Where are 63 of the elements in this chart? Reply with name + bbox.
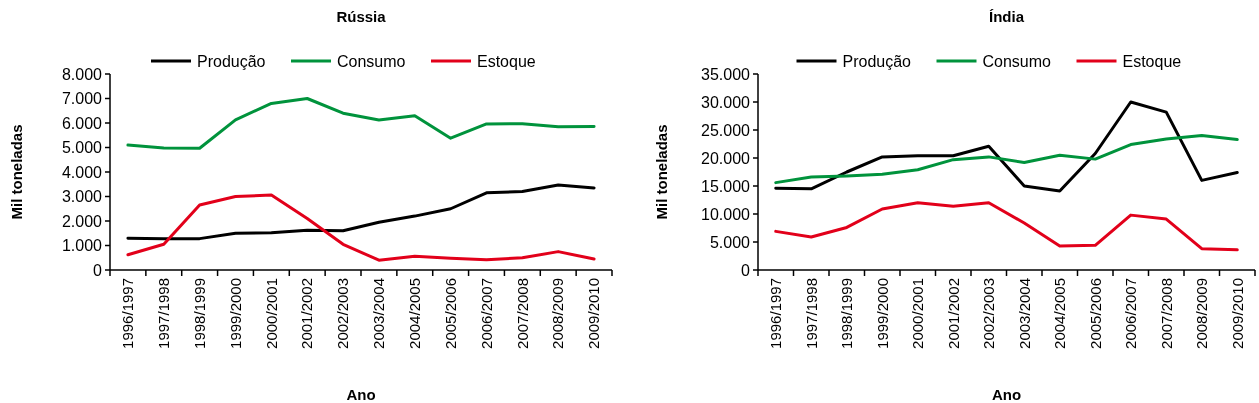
y-tick-label: 7.000 <box>61 90 103 108</box>
y-tick-label: 8.000 <box>61 65 103 83</box>
line-series <box>774 100 1239 193</box>
x-tick-label: 2004/2005 <box>1051 278 1068 349</box>
y-tick-label: 15.000 <box>701 177 751 195</box>
x-tick-label: 1997/1998 <box>802 278 820 349</box>
x-tick-label: 2001/2002 <box>944 278 962 349</box>
line-series <box>126 97 596 150</box>
chart-title: Índia <box>988 8 1025 25</box>
x-tick-label: 2003/2004 <box>1015 278 1033 349</box>
legend-label: Consumo <box>337 53 406 70</box>
line-series <box>774 201 1239 252</box>
x-tick-label: 1998/1999 <box>838 278 855 349</box>
x-tick-label: 2002/2003 <box>980 278 997 349</box>
x-tick-label: 2002/2003 <box>334 278 352 349</box>
x-tick-label: 1999/2000 <box>873 278 891 349</box>
x-tick-label: 1996/1997 <box>119 278 137 349</box>
y-tick-label: 1.000 <box>61 237 103 255</box>
x-tick-label: 1999/2000 <box>226 278 244 349</box>
legend-label: Estoque <box>477 53 536 70</box>
x-tick-label: 2006/2007 <box>1122 278 1139 349</box>
x-tick-label: 2000/2001 <box>262 278 280 349</box>
y-tick-label: 3.000 <box>61 188 103 206</box>
y-tick-label: 10.000 <box>701 205 751 223</box>
y-tick-label: 0 <box>93 261 103 279</box>
legend-label: Consumo <box>982 53 1052 70</box>
x-tick-label: 2009/2010 <box>1228 278 1246 349</box>
x-tick-label: 2006/2007 <box>477 278 495 349</box>
x-axis-title: Ano <box>346 386 376 403</box>
x-tick-label: 2009/2010 <box>585 278 603 349</box>
y-tick-label: 20.000 <box>701 149 751 167</box>
legend-label: Estoque <box>1122 53 1182 70</box>
line-series <box>126 193 596 262</box>
y-tick-label: 25.000 <box>701 121 751 139</box>
x-tick-label: 1997/1998 <box>155 278 173 349</box>
y-tick-label: 5.000 <box>709 233 751 251</box>
x-tick-label: 2007/2008 <box>1157 278 1175 349</box>
x-tick-label: 2008/2009 <box>1193 278 1210 349</box>
x-tick-label: 2003/2004 <box>370 278 388 349</box>
x-tick-label: 2008/2009 <box>549 278 567 349</box>
line-series <box>126 183 596 241</box>
y-tick-label: 0 <box>741 261 751 279</box>
y-tick-label: 4.000 <box>61 163 103 181</box>
y-tick-label: 30.000 <box>701 93 751 111</box>
x-tick-label: 2001/2002 <box>298 278 316 349</box>
legend-label: Produção <box>842 53 912 70</box>
x-tick-label: 2005/2006 <box>441 278 459 349</box>
y-axis-title: Mil toneladas <box>8 124 25 220</box>
x-tick-label: 2007/2008 <box>513 278 531 349</box>
legend-label: Produção <box>197 53 266 70</box>
x-tick-label: 2000/2001 <box>909 278 926 349</box>
x-tick-label: 1998/1999 <box>190 278 208 349</box>
x-tick-label: 1996/1997 <box>767 278 784 349</box>
y-tick-label: 6.000 <box>61 114 103 132</box>
y-tick-label: 35.000 <box>701 65 751 83</box>
line-series <box>774 134 1239 185</box>
y-axis-title: Mil toneladas <box>653 124 670 220</box>
x-tick-label: 2005/2006 <box>1086 278 1104 349</box>
chart-title: Rússia <box>336 8 387 25</box>
y-tick-label: 5.000 <box>61 139 103 157</box>
x-tick-label: 2004/2005 <box>406 278 424 349</box>
x-axis-title: Ano <box>991 386 1022 403</box>
y-tick-label: 2.000 <box>61 212 103 230</box>
